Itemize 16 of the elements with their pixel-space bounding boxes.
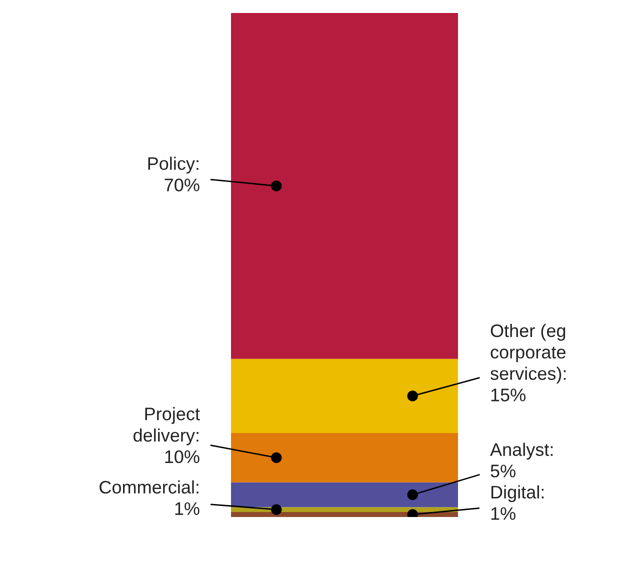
bar (231, 13, 458, 359)
bar (231, 358, 458, 433)
bar (231, 433, 458, 482)
data-label: 1% (491, 507, 516, 520)
data-label: 5% (490, 464, 516, 478)
series-label: Digital: (491, 485, 544, 502)
series-label: Policy: (148, 156, 198, 174)
bar (231, 482, 458, 508)
text: Analyst: (490, 442, 553, 460)
series-label: Commercial: (100, 480, 198, 494)
data-label: 1% (175, 502, 200, 515)
data-label: 10% (165, 450, 200, 464)
data-label: 15% (491, 388, 526, 402)
series-label: Project delivery: (134, 407, 200, 446)
data-label: 70% (164, 178, 200, 192)
series-label: Other (eg corporate services): (490, 324, 566, 384)
